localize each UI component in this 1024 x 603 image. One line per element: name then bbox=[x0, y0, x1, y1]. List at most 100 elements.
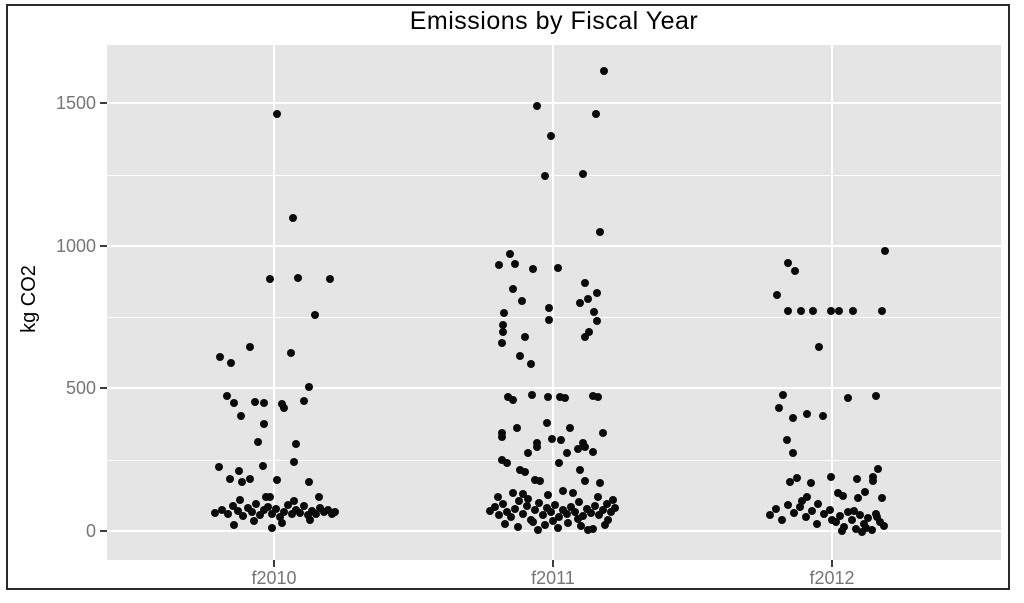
data-point bbox=[544, 392, 552, 401]
data-point bbox=[854, 493, 862, 502]
data-point bbox=[515, 497, 523, 506]
data-point bbox=[556, 392, 564, 401]
data-point bbox=[849, 306, 857, 315]
y-tick-mark bbox=[100, 387, 107, 390]
data-point bbox=[519, 489, 527, 498]
data-point bbox=[504, 392, 512, 401]
data-point bbox=[549, 517, 557, 526]
y-tick-mark bbox=[100, 244, 107, 247]
gridline-minor bbox=[107, 317, 1001, 319]
data-point bbox=[557, 436, 565, 445]
data-point bbox=[280, 507, 288, 516]
gridline-category bbox=[552, 45, 554, 560]
y-tick-mark bbox=[100, 102, 107, 105]
data-point bbox=[278, 519, 286, 528]
data-point bbox=[272, 504, 280, 513]
data-point bbox=[296, 509, 304, 518]
data-point bbox=[509, 396, 517, 405]
data-point bbox=[864, 514, 872, 523]
data-point bbox=[529, 265, 537, 274]
x-tick-label: f2011 bbox=[531, 568, 575, 588]
data-point bbox=[838, 527, 846, 535]
data-point bbox=[881, 247, 889, 256]
data-point bbox=[581, 442, 589, 451]
data-point bbox=[500, 309, 508, 318]
gridline-category bbox=[831, 45, 833, 560]
data-point bbox=[783, 436, 791, 445]
data-point bbox=[587, 509, 595, 518]
data-point bbox=[524, 495, 532, 504]
data-point bbox=[827, 306, 835, 315]
data-point bbox=[599, 506, 607, 515]
data-point bbox=[223, 392, 231, 401]
data-point bbox=[305, 477, 313, 486]
data-point bbox=[826, 505, 834, 514]
data-point bbox=[509, 285, 517, 294]
data-point bbox=[561, 394, 569, 403]
data-point bbox=[567, 502, 575, 511]
data-point bbox=[790, 509, 798, 518]
data-point bbox=[234, 507, 242, 516]
data-point bbox=[571, 507, 579, 516]
data-point bbox=[248, 508, 256, 517]
data-point bbox=[779, 390, 787, 399]
data-point bbox=[229, 501, 237, 510]
data-point bbox=[880, 521, 888, 530]
data-point bbox=[604, 516, 612, 525]
data-point bbox=[498, 456, 506, 464]
data-point bbox=[589, 524, 597, 533]
chart-title: Emissions by Fiscal Year bbox=[409, 7, 699, 35]
data-point bbox=[543, 418, 551, 427]
data-point bbox=[848, 516, 856, 525]
data-point bbox=[609, 496, 617, 505]
data-point bbox=[216, 352, 224, 361]
data-point bbox=[607, 508, 615, 517]
data-point bbox=[273, 475, 281, 484]
data-point bbox=[815, 343, 823, 352]
data-point bbox=[527, 360, 535, 369]
gridline-major bbox=[107, 244, 1001, 247]
data-point bbox=[236, 495, 244, 504]
x-tick-label: f2012 bbox=[809, 568, 855, 588]
data-point bbox=[577, 521, 585, 530]
data-point bbox=[793, 473, 801, 482]
data-point bbox=[252, 499, 260, 508]
data-point bbox=[262, 493, 270, 502]
data-point bbox=[858, 528, 866, 537]
data-point bbox=[862, 523, 870, 532]
data-point bbox=[819, 412, 827, 421]
data-point bbox=[511, 504, 519, 513]
data-point bbox=[593, 317, 601, 326]
data-point bbox=[246, 475, 254, 484]
data-point bbox=[237, 412, 245, 421]
data-point bbox=[789, 448, 797, 457]
data-point bbox=[238, 477, 246, 486]
y-tick-label: 1500 bbox=[55, 93, 96, 114]
data-point bbox=[486, 507, 494, 516]
data-point bbox=[596, 478, 604, 487]
data-point bbox=[555, 458, 563, 467]
data-point bbox=[535, 499, 543, 508]
data-point bbox=[581, 279, 589, 288]
data-point bbox=[853, 475, 861, 484]
x-tick-mark bbox=[552, 560, 554, 567]
data-point bbox=[784, 501, 792, 510]
data-point bbox=[869, 476, 877, 485]
data-point bbox=[835, 306, 843, 315]
data-point bbox=[563, 448, 571, 457]
y-tick-label: 1000 bbox=[55, 235, 96, 256]
data-point bbox=[554, 524, 562, 533]
data-point bbox=[251, 398, 259, 407]
data-point bbox=[576, 465, 584, 474]
data-point bbox=[797, 306, 805, 315]
data-point bbox=[533, 442, 541, 451]
data-point bbox=[876, 517, 884, 526]
data-point bbox=[547, 508, 555, 517]
data-point bbox=[807, 478, 815, 487]
data-point bbox=[268, 509, 276, 518]
data-point bbox=[507, 513, 515, 522]
data-point bbox=[289, 214, 297, 223]
data-point bbox=[600, 66, 608, 75]
data-point bbox=[246, 343, 254, 352]
data-point bbox=[545, 316, 553, 324]
